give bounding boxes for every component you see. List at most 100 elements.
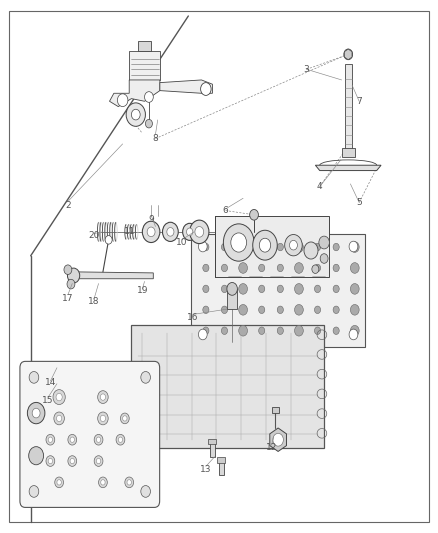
- Circle shape: [350, 325, 359, 336]
- Circle shape: [190, 220, 209, 244]
- Circle shape: [145, 92, 153, 102]
- Circle shape: [198, 241, 207, 252]
- Circle shape: [96, 458, 101, 464]
- Polygon shape: [72, 272, 153, 279]
- FancyBboxPatch shape: [210, 442, 215, 457]
- Circle shape: [29, 486, 39, 497]
- Polygon shape: [160, 80, 212, 93]
- Circle shape: [120, 413, 129, 424]
- Circle shape: [239, 325, 247, 336]
- Circle shape: [27, 402, 45, 424]
- Circle shape: [201, 83, 211, 95]
- Circle shape: [319, 236, 329, 249]
- Circle shape: [333, 327, 339, 335]
- Circle shape: [57, 480, 61, 485]
- Circle shape: [222, 243, 228, 251]
- Circle shape: [105, 236, 112, 244]
- Circle shape: [227, 282, 237, 295]
- Circle shape: [126, 103, 145, 126]
- Circle shape: [29, 372, 39, 383]
- FancyBboxPatch shape: [20, 361, 159, 507]
- Polygon shape: [315, 165, 381, 171]
- Text: 20: 20: [88, 231, 100, 240]
- Circle shape: [100, 415, 106, 422]
- Circle shape: [203, 327, 209, 335]
- Polygon shape: [110, 80, 160, 107]
- FancyBboxPatch shape: [208, 439, 216, 444]
- Text: 5: 5: [356, 198, 362, 207]
- Circle shape: [222, 306, 228, 313]
- Circle shape: [259, 327, 265, 335]
- Circle shape: [304, 242, 318, 259]
- Circle shape: [70, 437, 74, 442]
- Circle shape: [57, 415, 62, 422]
- Circle shape: [349, 241, 358, 252]
- Text: 18: 18: [88, 297, 100, 305]
- Circle shape: [48, 437, 53, 442]
- Circle shape: [259, 243, 265, 251]
- Circle shape: [162, 222, 178, 241]
- Circle shape: [314, 306, 321, 313]
- FancyBboxPatch shape: [215, 216, 328, 277]
- Circle shape: [277, 306, 283, 313]
- Text: 11: 11: [124, 227, 135, 236]
- Circle shape: [46, 456, 55, 466]
- FancyBboxPatch shape: [219, 461, 224, 475]
- Circle shape: [141, 372, 151, 383]
- Circle shape: [259, 238, 271, 252]
- Text: 16: 16: [187, 313, 198, 321]
- Text: 2: 2: [65, 201, 71, 209]
- Text: 14: 14: [45, 378, 56, 387]
- Circle shape: [98, 412, 108, 425]
- Circle shape: [167, 228, 174, 236]
- Text: 17: 17: [62, 294, 74, 303]
- Circle shape: [203, 243, 209, 251]
- Circle shape: [333, 243, 339, 251]
- Circle shape: [28, 447, 43, 465]
- Circle shape: [314, 285, 321, 293]
- Circle shape: [259, 264, 265, 272]
- Text: 13: 13: [200, 465, 212, 473]
- FancyBboxPatch shape: [138, 41, 151, 51]
- FancyBboxPatch shape: [129, 51, 160, 80]
- Circle shape: [277, 327, 283, 335]
- Circle shape: [277, 243, 283, 251]
- Bar: [345, 64, 352, 149]
- Circle shape: [239, 263, 247, 273]
- Circle shape: [349, 329, 358, 340]
- Text: 9: 9: [148, 215, 154, 224]
- Circle shape: [142, 221, 160, 243]
- Circle shape: [64, 265, 72, 274]
- Circle shape: [203, 264, 209, 272]
- Circle shape: [285, 235, 302, 256]
- Circle shape: [67, 279, 75, 289]
- Circle shape: [187, 228, 193, 236]
- FancyBboxPatch shape: [131, 325, 324, 448]
- Circle shape: [350, 304, 359, 315]
- FancyBboxPatch shape: [227, 289, 237, 309]
- Circle shape: [333, 285, 339, 293]
- Circle shape: [98, 391, 108, 403]
- Circle shape: [54, 412, 64, 425]
- Circle shape: [70, 458, 74, 464]
- Circle shape: [231, 233, 247, 252]
- Circle shape: [68, 456, 77, 466]
- Text: 15: 15: [42, 397, 54, 405]
- Text: 10: 10: [176, 238, 187, 247]
- Circle shape: [223, 224, 254, 261]
- Circle shape: [239, 241, 247, 252]
- Circle shape: [350, 284, 359, 294]
- Circle shape: [259, 285, 265, 293]
- Circle shape: [141, 486, 151, 497]
- Circle shape: [203, 285, 209, 293]
- Circle shape: [116, 434, 125, 445]
- Circle shape: [117, 94, 128, 107]
- Circle shape: [53, 390, 65, 405]
- Circle shape: [183, 223, 197, 240]
- Circle shape: [55, 477, 64, 488]
- Circle shape: [131, 109, 140, 120]
- Circle shape: [314, 327, 321, 335]
- Circle shape: [127, 480, 131, 485]
- Circle shape: [295, 284, 304, 294]
- Circle shape: [295, 241, 304, 252]
